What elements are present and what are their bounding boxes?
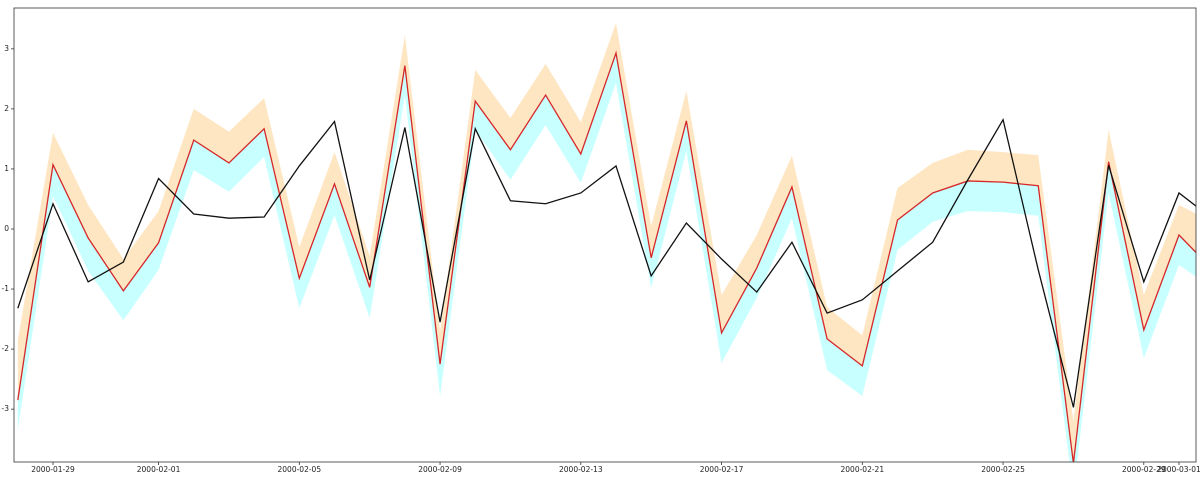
x-tick-label: 2000-02-13 xyxy=(559,465,603,474)
x-tick-label: 2000-02-09 xyxy=(418,465,462,474)
y-tick-label: -1 xyxy=(2,284,10,293)
y-tick-label: 3 xyxy=(4,44,9,53)
y-tick-label: -3 xyxy=(2,404,10,413)
x-tick-label: 2000-02-05 xyxy=(278,465,322,474)
y-tick-label: 1 xyxy=(4,164,9,173)
x-tick-label: 2000-02-29 xyxy=(1122,465,1166,474)
series-line xyxy=(17,117,1196,408)
x-tick-label: 2000-03-01 xyxy=(1157,465,1200,474)
x-tick-label: 2000-02-25 xyxy=(981,465,1025,474)
x-tick-label: 2000-01-29 xyxy=(31,465,75,474)
axes-frame xyxy=(13,7,1197,463)
x-tick-label: 2000-02-01 xyxy=(137,465,181,474)
x-tick-label: 2000-02-17 xyxy=(700,465,744,474)
y-tick-label: 2 xyxy=(4,104,9,113)
y-tick-label: -2 xyxy=(2,344,10,353)
x-tick-label: 2000-02-21 xyxy=(841,465,885,474)
series-line xyxy=(17,50,1196,462)
y-tick-label: 0 xyxy=(4,224,9,233)
plot-area xyxy=(17,23,1196,462)
